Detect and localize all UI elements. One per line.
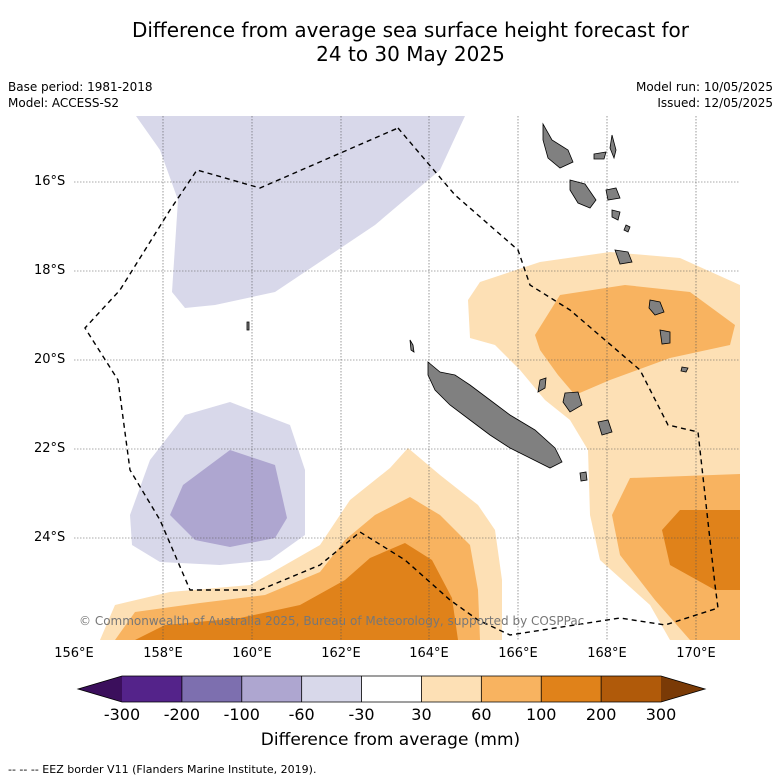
lat-label-18s: 18°S [34,263,66,278]
colorbar-tick-label: 100 [525,705,557,724]
colorbar-outline [76,675,707,703]
colorbar-tick-label: 60 [471,705,492,724]
model-name: Model: ACCESS-S2 [8,96,120,110]
base-period: Base period: 1981-2018 [8,80,153,94]
land [246,122,689,482]
island-south [579,471,588,482]
copyright-notice: © Commonwealth of Australia 2025, Bureau… [79,614,585,628]
strong-positive-anomaly-south [135,543,458,640]
colorbar-tick-label: 300 [645,705,677,724]
colorbar-segment [601,676,661,702]
lon-label-170e: 170°E [676,646,716,661]
colorbar-extend-low [78,676,122,702]
colorbar-tick-label: -100 [223,705,260,724]
lat-label-22s: 22°S [34,441,66,456]
negative-anomaly-north [136,116,465,308]
vanuatu-pentecost [609,134,617,160]
lon-label-158e: 158°E [143,646,183,661]
chesterfield-island [246,321,250,331]
map-title: Difference from average sea surface heig… [0,18,781,66]
vanuatu-espiritu-santo [542,122,574,169]
colorbar-tick-label: -300 [103,705,141,724]
issued-date: Issued: 12/05/2025 [657,96,773,110]
loyalty-island-3 [537,377,547,393]
meta-left: Base period: 1981-2018 Model: ACCESS-S2 [8,79,153,111]
colorbar-extend-high [661,676,705,702]
colorbar-segment [361,676,422,702]
colorbar-tick-label: 30 [411,705,432,724]
lat-label-24s: 24°S [34,530,66,545]
model-run: Model run: 10/05/2025 [635,80,773,94]
vanuatu-erromango [614,249,633,265]
lon-label-156e: 156°E [54,646,94,661]
vanuatu-efate [605,187,621,201]
matthew-island-2 [659,329,671,345]
lat-label-20s: 20°S [34,352,66,367]
colorbar-segment [421,676,482,702]
colorbar-tick-label: 200 [585,705,617,724]
belep-island [409,339,415,353]
lon-label-160e: 160°E [232,646,272,661]
lon-label-166e: 166°E [498,646,538,661]
colorbar-segment [181,676,242,702]
colorbar-segment [541,676,602,702]
eez-legend: -- -- -- EEZ border V11 (Flanders Marine… [8,763,317,776]
lon-label-168e: 168°E [587,646,627,661]
vanuatu-ambae [593,151,607,160]
colorbar-segment [122,676,182,702]
vanuatu-malekula [569,179,597,209]
vanuatu-small-1 [611,209,621,221]
lon-label-164e: 164°E [409,646,449,661]
meta-right: Model run: 10/05/2025 Issued: 12/05/2025 [636,79,773,111]
stronger-negative-anomaly [170,450,287,547]
lon-label-162e: 162°E [321,646,361,661]
graticule [74,116,740,640]
colorbar-tick-label: -200 [163,705,201,724]
vanuatu-small-2 [623,224,631,233]
loyalty-island-2 [597,419,613,436]
lat-label-16s: 16°S [34,174,66,189]
colorbar-segment [241,676,302,702]
colorbar-segment [481,676,542,702]
title-line-1: Difference from average sea surface heig… [131,18,690,42]
new-caledonia [427,361,563,469]
title-line-2: 24 to 30 May 2025 [316,42,505,66]
matthew-island-1 [648,299,665,316]
loyalty-island-1 [562,391,583,413]
colorbar [76,675,707,703]
strong-positive-anomaly-southeast [662,510,740,590]
matthew-island-3 [680,366,689,373]
colorbar-tick-label: -60 [288,705,315,724]
map-area [74,116,740,640]
colorbar-title: Difference from average (mm) [260,730,521,750]
positive-anomaly-east-60 [535,285,735,395]
colorbar-segment [301,676,362,702]
eez-border [84,127,719,636]
colorbar-tick-label: -30 [348,705,375,724]
